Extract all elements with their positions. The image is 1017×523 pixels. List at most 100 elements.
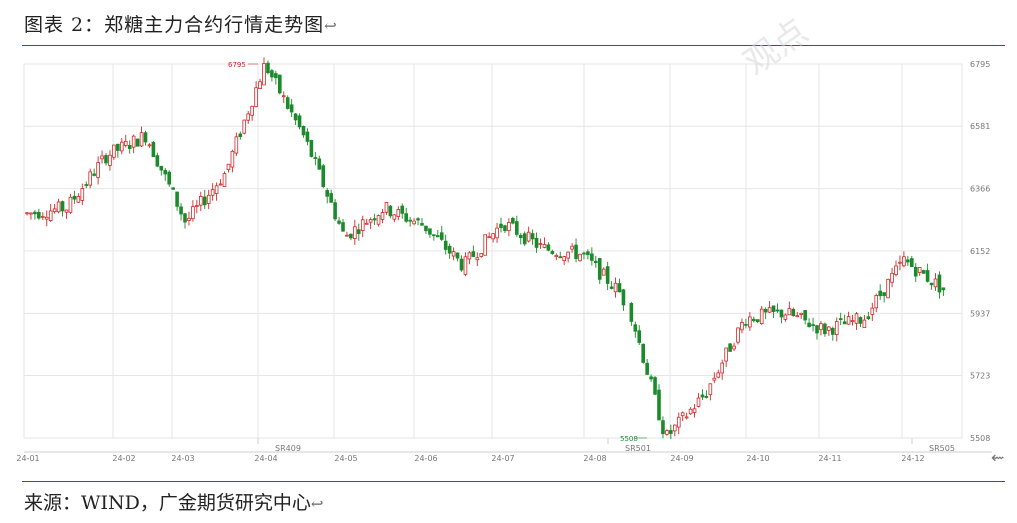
candle-body <box>52 208 57 213</box>
candle-body <box>933 278 938 288</box>
candle-body <box>917 267 922 273</box>
candle-body <box>376 215 381 225</box>
candle-body <box>775 309 780 312</box>
candle <box>428 228 432 238</box>
candle-body <box>921 270 926 274</box>
candle-body <box>629 303 634 322</box>
candle-body <box>471 251 476 257</box>
candle <box>823 322 827 337</box>
candle-body <box>230 150 235 168</box>
candle <box>242 119 247 135</box>
candle-body <box>657 389 661 421</box>
candle-body <box>522 233 527 245</box>
candle-body <box>894 265 898 276</box>
candle <box>704 390 709 399</box>
candle-body <box>728 343 732 352</box>
candle <box>60 200 65 217</box>
candle <box>613 277 618 298</box>
y-tick-label: 5508 <box>970 434 990 443</box>
candle <box>309 139 314 158</box>
candle <box>404 207 408 224</box>
candle-body <box>100 155 104 160</box>
candle-body <box>281 95 286 98</box>
candle-body <box>250 105 254 116</box>
candle <box>92 168 96 177</box>
candle <box>542 237 547 249</box>
candle-body <box>673 424 677 432</box>
candle-body <box>542 244 547 248</box>
candle-body <box>72 195 77 200</box>
scroll-left-arrow-icon[interactable]: ⇜ <box>991 448 1005 467</box>
candle <box>479 253 484 258</box>
candle-body <box>396 209 401 217</box>
contract-label: SR501 <box>625 444 651 453</box>
candle-body <box>297 115 302 128</box>
candle-body <box>862 319 867 329</box>
candle <box>171 187 175 190</box>
candle-body <box>815 325 819 334</box>
candle-body <box>902 256 906 267</box>
candle <box>925 263 930 283</box>
candle-body <box>242 119 247 134</box>
candle <box>277 74 282 95</box>
y-tick-label: 6581 <box>970 122 990 131</box>
candle-body <box>842 321 847 325</box>
candle-body <box>803 310 807 321</box>
candle-body <box>491 233 495 240</box>
candle <box>135 138 140 147</box>
candle-body <box>222 173 227 188</box>
candle-body <box>37 212 41 219</box>
candle-body <box>439 232 444 240</box>
candle-body <box>669 430 673 434</box>
candle-body <box>538 243 543 245</box>
candle <box>341 219 345 232</box>
candle <box>100 150 104 164</box>
candle <box>254 81 258 108</box>
candle <box>131 134 136 154</box>
candle-body <box>688 408 693 415</box>
candle-body <box>779 309 784 318</box>
candle-body <box>645 362 649 375</box>
candle <box>325 187 329 204</box>
candle <box>882 292 886 303</box>
candle <box>408 216 412 227</box>
candle-body <box>534 237 539 248</box>
candle-body <box>277 74 282 94</box>
candle <box>333 199 337 222</box>
x-tick-label: 24-04 <box>254 454 277 463</box>
candle <box>850 314 855 326</box>
candle <box>289 99 294 118</box>
candle <box>48 204 53 222</box>
candle <box>274 70 278 85</box>
candle-body <box>412 220 416 225</box>
candle <box>902 251 906 268</box>
candle <box>629 301 634 326</box>
candle-body <box>317 158 322 170</box>
candle-body <box>238 133 243 138</box>
candle-body <box>898 261 902 264</box>
candle <box>609 281 614 290</box>
candle <box>33 210 37 220</box>
candle <box>503 224 507 234</box>
candle-body <box>368 219 373 223</box>
candle <box>439 225 444 242</box>
candle-body <box>384 202 389 213</box>
candle <box>748 312 752 331</box>
candle <box>708 383 713 401</box>
candle-body <box>463 256 468 275</box>
candle-body <box>202 196 207 206</box>
candle <box>522 231 527 247</box>
candle-body <box>356 229 361 234</box>
candle-body <box>345 234 349 237</box>
candle-body <box>558 256 563 259</box>
candle-body <box>408 219 412 222</box>
candle <box>803 310 807 325</box>
candle <box>475 252 480 267</box>
candle <box>329 189 333 203</box>
candle-body <box>854 313 859 324</box>
candle-body <box>811 324 815 327</box>
candle-body <box>112 144 116 158</box>
candle-body <box>637 330 642 343</box>
candle-body <box>309 140 314 157</box>
candle-body <box>890 272 894 283</box>
